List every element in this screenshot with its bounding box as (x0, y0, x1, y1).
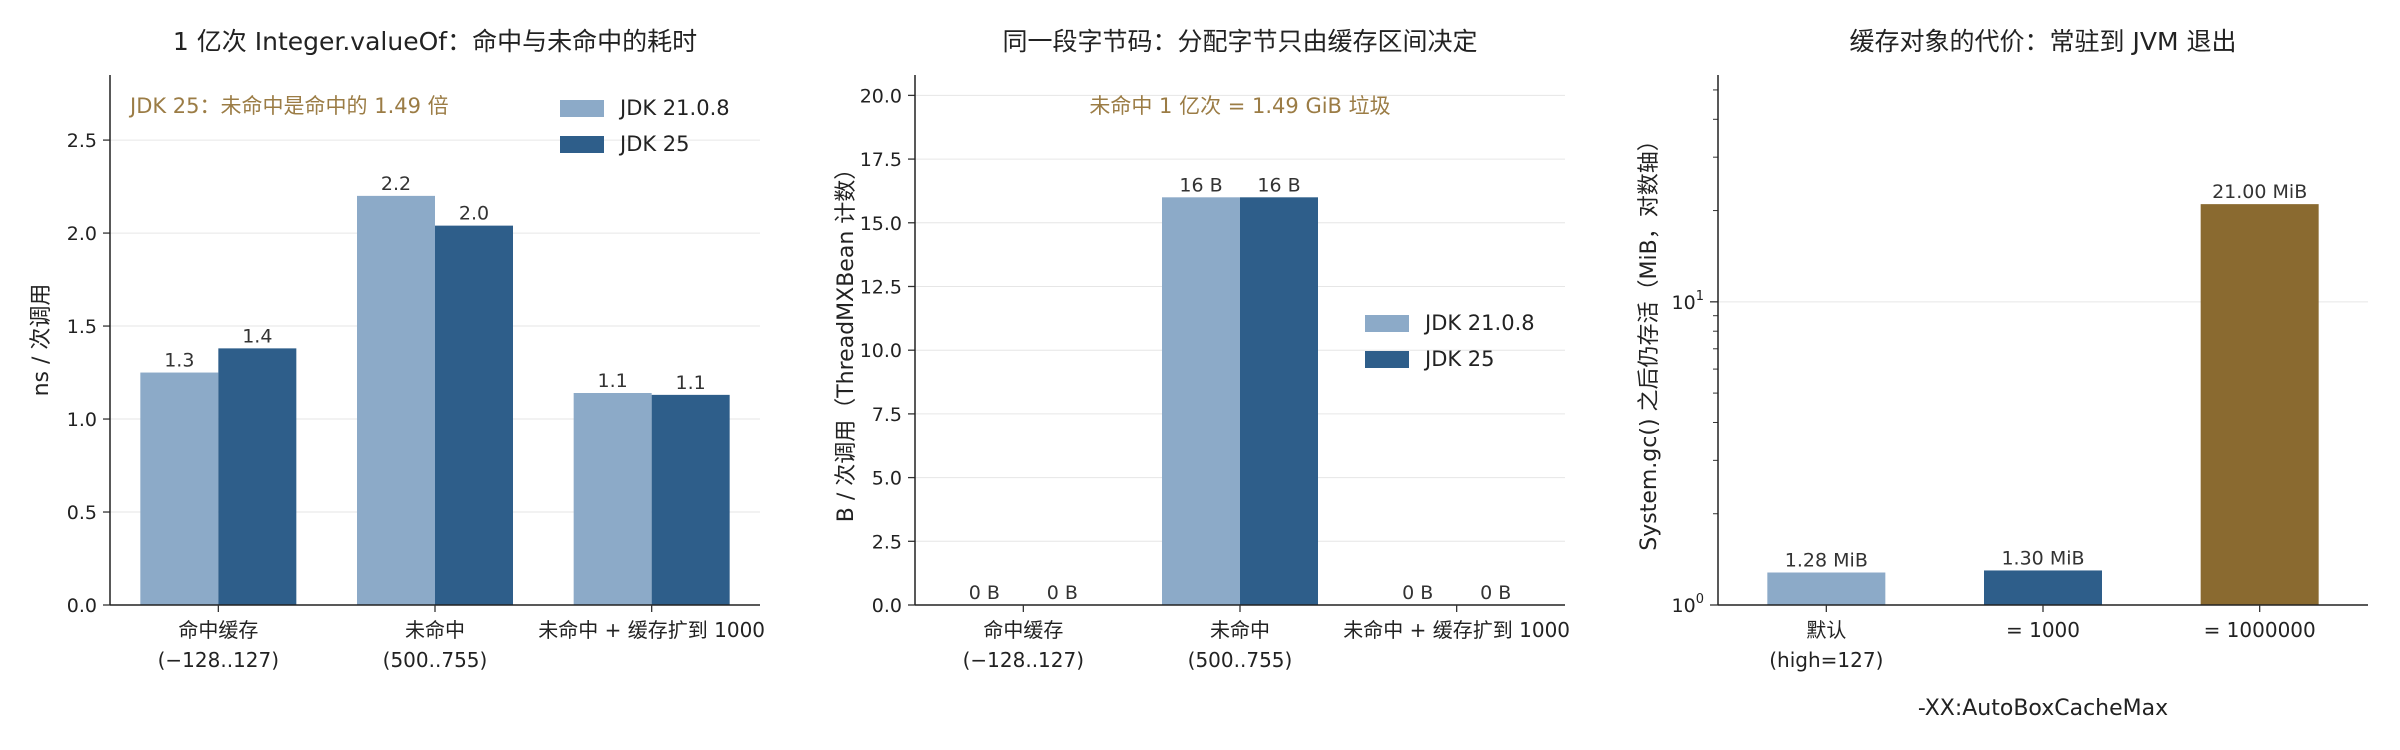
bar (1162, 197, 1240, 606)
chart-panel-3: 缓存对象的代价：常驻到 JVM 退出 100 101 1.28 MiB 1.30 MiB… (1637, 27, 2368, 721)
y-tick-label: 2.5 (67, 130, 97, 152)
x-tick-label: (high=127) (1769, 648, 1883, 672)
data-label: 2.0 (459, 203, 489, 225)
data-label: 1.30 MiB (2001, 547, 2084, 569)
data-label: 21.00 MiB (2212, 181, 2307, 203)
legend: JDK 21.0.8 JDK 25 (1365, 311, 1535, 371)
x-tick-label: 未命中 (405, 618, 465, 642)
bar (140, 372, 219, 605)
x-tick-label: 命中缓存 (178, 618, 258, 642)
bar (651, 394, 730, 605)
bar (435, 225, 513, 605)
chart-panel-2: 同一段字节码：分配字节只由缓存区间决定 0.0 2.5 5.0 7.5 10.0 12.5 1… (834, 27, 1570, 672)
y-axis-label: System.gc() 之后仍存活（MiB，对数轴） (1637, 129, 1662, 550)
x-tick-label: 未命中 + 缓存扩到 1000 (538, 618, 765, 642)
bar (1984, 570, 2102, 605)
x-tick-label: 默认 (1806, 618, 1846, 642)
y-tick-label: 10.0 (860, 340, 902, 362)
legend-swatch (560, 136, 604, 153)
y-axis-label: ns / 次调用 (29, 284, 54, 397)
y-tick-label: 5.0 (872, 468, 902, 490)
y-tick-label: 100 (1672, 592, 1704, 617)
legend: JDK 21.0.8 JDK 25 (560, 96, 730, 156)
data-label: 16 B (1257, 174, 1300, 196)
chart-panel-1: 1 亿次 Integer.valueOf：命中与未命中的耗时 0.0 0.5 1.0 1… (29, 27, 765, 672)
legend-swatch (560, 100, 604, 117)
data-label: 2.2 (381, 173, 411, 195)
y-tick-label: 1.0 (67, 409, 97, 431)
legend-label: JDK 25 (1423, 347, 1495, 371)
data-label: 1.1 (598, 370, 628, 392)
x-axis-label: -XX:AutoBoxCacheMax (1918, 696, 2168, 721)
annotation: 未命中 1 亿次 = 1.49 GiB 垃圾 (1089, 94, 1390, 118)
data-label: 1.4 (242, 325, 272, 347)
y-tick-label: 20.0 (860, 85, 902, 107)
x-tick-label: 未命中 + 缓存扩到 1000 (1343, 618, 1570, 642)
bar (2200, 204, 2319, 605)
y-tick-label: 17.5 (860, 149, 902, 171)
bar (218, 348, 297, 605)
y-tick-label: 12.5 (860, 276, 902, 298)
chart-title: 1 亿次 Integer.valueOf：命中与未命中的耗时 (173, 27, 697, 56)
y-tick-label: 0.5 (67, 502, 97, 524)
y-tick-label: 101 (1672, 289, 1704, 314)
data-label: 1.1 (676, 372, 706, 394)
chart-title: 缓存对象的代价：常驻到 JVM 退出 (1850, 27, 2237, 56)
data-label: 1.3 (164, 350, 194, 372)
chart-title: 同一段字节码：分配字节只由缓存区间决定 (1002, 27, 1477, 56)
x-tick-label: = 1000 (2006, 618, 2080, 642)
x-tick-label: 未命中 (1210, 618, 1270, 642)
data-label: 0 B (1047, 582, 1078, 604)
annotation: JDK 25：未命中是命中的 1.49 倍 (128, 94, 449, 118)
x-tick-label: 命中缓存 (983, 618, 1063, 642)
legend-swatch (1365, 315, 1409, 332)
bar (1767, 572, 1886, 605)
data-label: 0 B (1402, 582, 1433, 604)
data-label: 16 B (1179, 174, 1222, 196)
y-tick-label: 0.0 (67, 595, 97, 617)
y-tick-label: 1.5 (67, 316, 97, 338)
y-tick-label: 15.0 (860, 213, 902, 235)
x-tick-label: (500..755) (383, 648, 488, 672)
data-label: 0 B (969, 582, 1000, 604)
x-tick-label: = 1000000 (2204, 618, 2316, 642)
x-tick-label: (500..755) (1188, 648, 1293, 672)
y-tick-label: 2.5 (872, 531, 902, 553)
y-tick-label: 2.0 (67, 223, 97, 245)
data-label: 1.28 MiB (1785, 549, 1868, 571)
bar (1240, 197, 1318, 606)
y-axis-label: B / 次调用（ThreadMXBean 计数） (834, 158, 859, 523)
y-tick-label: 7.5 (872, 404, 902, 426)
legend-label: JDK 21.0.8 (1423, 311, 1535, 335)
bar (573, 393, 652, 605)
legend-label: JDK 21.0.8 (618, 96, 730, 120)
legend-label: JDK 25 (618, 132, 690, 156)
data-label: 0 B (1480, 582, 1511, 604)
x-tick-label: (−128..127) (963, 648, 1084, 672)
x-tick-label: (−128..127) (158, 648, 279, 672)
legend-swatch (1365, 351, 1409, 368)
bar (357, 195, 435, 605)
y-tick-label: 0.0 (872, 595, 902, 617)
